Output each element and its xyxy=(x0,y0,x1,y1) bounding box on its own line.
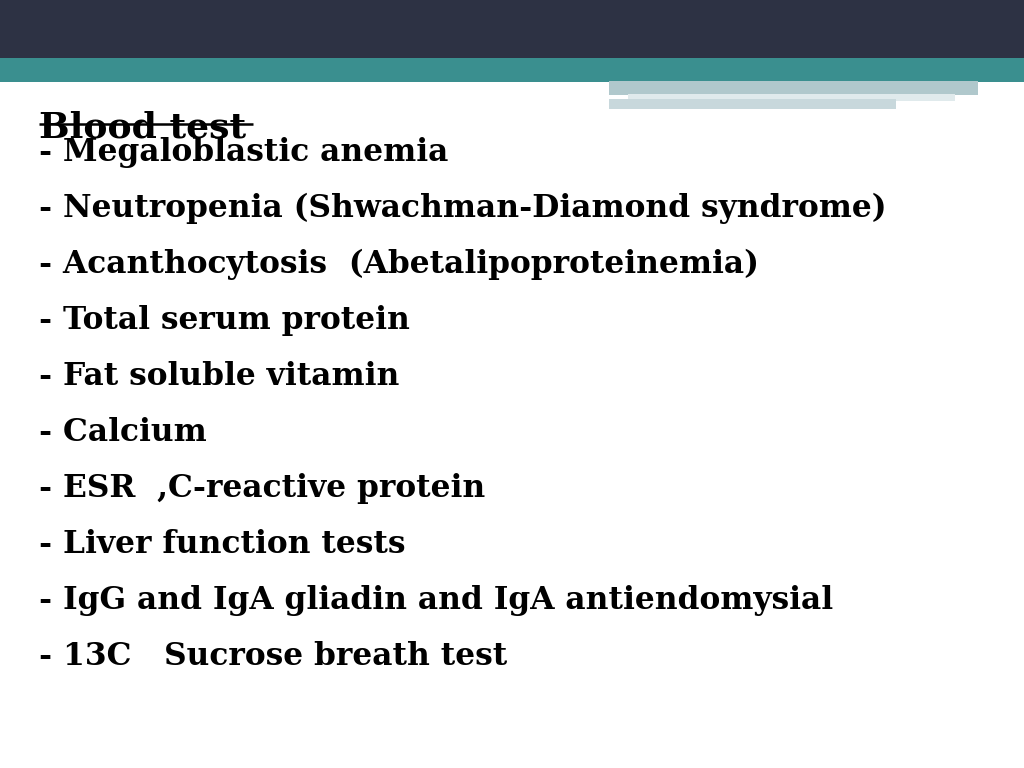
Text: Blood test: Blood test xyxy=(39,111,246,144)
Text: - IgG and IgA gliadin and IgA antiendomysial: - IgG and IgA gliadin and IgA antiendomy… xyxy=(39,585,834,616)
Text: - Calcium: - Calcium xyxy=(39,417,207,448)
Bar xyxy=(0,0,1024,60)
Bar xyxy=(609,81,978,95)
Bar xyxy=(609,58,1024,82)
Text: - ESR  ,C-reactive protein: - ESR ,C-reactive protein xyxy=(39,473,485,504)
Text: - Acanthocytosis  (Abetalipoproteinemia): - Acanthocytosis (Abetalipoproteinemia) xyxy=(39,249,759,280)
Text: - 13C   Sucrose breath test: - 13C Sucrose breath test xyxy=(39,641,507,672)
Bar xyxy=(609,99,896,109)
Text: - Neutropenia (Shwachman-Diamond syndrome): - Neutropenia (Shwachman-Diamond syndrom… xyxy=(39,193,887,224)
Bar xyxy=(0,58,609,82)
Text: - Total serum protein: - Total serum protein xyxy=(39,305,410,336)
Bar xyxy=(628,94,955,101)
Text: - Fat soluble vitamin: - Fat soluble vitamin xyxy=(39,361,399,392)
Text: - Liver function tests: - Liver function tests xyxy=(39,529,406,560)
Text: - Megaloblastic anemia: - Megaloblastic anemia xyxy=(39,137,449,167)
